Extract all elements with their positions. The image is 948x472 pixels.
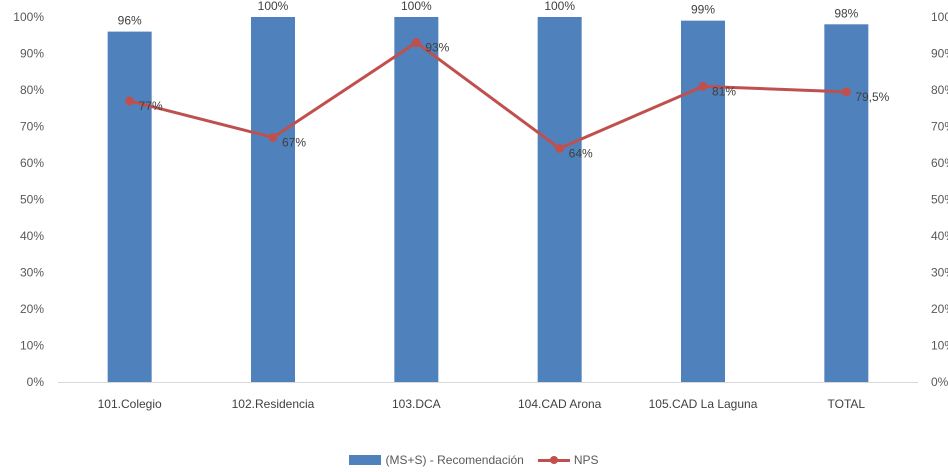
legend-label-bar: (MS+S) - Recomendación bbox=[385, 453, 524, 467]
bar bbox=[824, 24, 869, 383]
nps-data-label: 81% bbox=[712, 84, 736, 98]
x-tick-label: 103.DCA bbox=[392, 397, 441, 411]
bar-data-label: 96% bbox=[118, 14, 142, 28]
bar-data-label: 99% bbox=[691, 3, 715, 17]
bar bbox=[251, 17, 295, 382]
y2-tick-label: 70% bbox=[931, 120, 948, 134]
bar-data-labels: 96% 100% 100% 100% 99% 98% bbox=[118, 0, 859, 28]
nps-point bbox=[411, 38, 421, 48]
y-tick-label: 40% bbox=[20, 229, 44, 243]
x-axis-categories: 101.Colegio 102.Residencia 103.DCA 104.CAD … bbox=[98, 397, 866, 411]
combo-chart: 0% 10% 20% 30% 40% 50% 60% 70% 80% 90% 100% 0% 10% 2… bbox=[13, 0, 948, 411]
legend: (MS+S) - Recomendación NPS bbox=[0, 450, 948, 470]
y-tick-label: 30% bbox=[20, 266, 44, 280]
y-axis-left: 0% 10% 20% 30% 40% 50% 60% 70% 80% 90% 100% bbox=[13, 10, 44, 389]
y-tick-label: 10% bbox=[20, 339, 44, 353]
bar bbox=[107, 31, 152, 382]
y-tick-label: 80% bbox=[20, 83, 44, 97]
y-axis-right: 0% 10% 20% 30% 40% 50% 60% 70% 80% 90% 100% bbox=[931, 10, 948, 389]
bar-data-label: 100% bbox=[401, 0, 432, 13]
y-tick-label: 90% bbox=[20, 47, 44, 61]
y2-tick-label: 30% bbox=[931, 266, 948, 280]
x-tick-label: 101.Colegio bbox=[98, 397, 162, 411]
y2-tick-label: 20% bbox=[931, 302, 948, 316]
legend-item-line: NPS bbox=[537, 453, 599, 467]
bar-series bbox=[107, 17, 869, 383]
nps-data-label: 93% bbox=[425, 41, 449, 55]
nps-data-label: 79,5% bbox=[855, 90, 889, 104]
nps-data-label: 77% bbox=[139, 99, 163, 113]
y2-tick-label: 0% bbox=[931, 375, 948, 389]
nps-point bbox=[698, 81, 708, 91]
nps-data-label: 64% bbox=[569, 146, 593, 160]
y-tick-label: 60% bbox=[20, 156, 44, 170]
nps-series-line bbox=[129, 41, 847, 150]
y-tick-label: 50% bbox=[20, 193, 44, 207]
y-tick-label: 20% bbox=[20, 302, 44, 316]
nps-point bbox=[841, 87, 851, 97]
legend-swatch-bar bbox=[349, 455, 382, 465]
y2-tick-label: 40% bbox=[931, 229, 948, 243]
y-tick-label: 0% bbox=[27, 375, 45, 389]
bar bbox=[394, 17, 439, 382]
x-tick-label: 104.CAD Arona bbox=[518, 397, 602, 411]
bar bbox=[537, 17, 582, 382]
x-tick-label: 102.Residencia bbox=[232, 397, 315, 411]
y2-tick-label: 100% bbox=[931, 10, 948, 24]
bar bbox=[681, 20, 725, 383]
bar-data-label: 98% bbox=[834, 6, 858, 20]
nps-series-markers bbox=[125, 38, 851, 153]
legend-swatch-line bbox=[537, 455, 570, 465]
y2-tick-label: 50% bbox=[931, 193, 948, 207]
y2-tick-label: 80% bbox=[931, 83, 948, 97]
legend-label-line: NPS bbox=[573, 453, 599, 467]
x-tick-label: 105.CAD La Laguna bbox=[649, 397, 758, 411]
legend-item-bar: (MS+S) - Recomendación bbox=[349, 453, 524, 467]
nps-data-labels: 77% 67% 93% 64% 81% 79,5% bbox=[139, 41, 890, 161]
y-tick-label: 70% bbox=[20, 120, 44, 134]
nps-point bbox=[268, 132, 278, 142]
nps-point bbox=[125, 96, 135, 106]
nps-data-label: 67% bbox=[282, 135, 306, 149]
bar-data-label: 100% bbox=[544, 0, 575, 13]
y2-tick-label: 60% bbox=[931, 156, 948, 170]
x-tick-label: TOTAL bbox=[828, 397, 866, 411]
y2-tick-label: 10% bbox=[931, 339, 948, 353]
bar-data-label: 100% bbox=[258, 0, 289, 13]
y-tick-label: 100% bbox=[13, 10, 44, 24]
y2-tick-label: 90% bbox=[931, 47, 948, 61]
nps-point bbox=[555, 143, 565, 153]
